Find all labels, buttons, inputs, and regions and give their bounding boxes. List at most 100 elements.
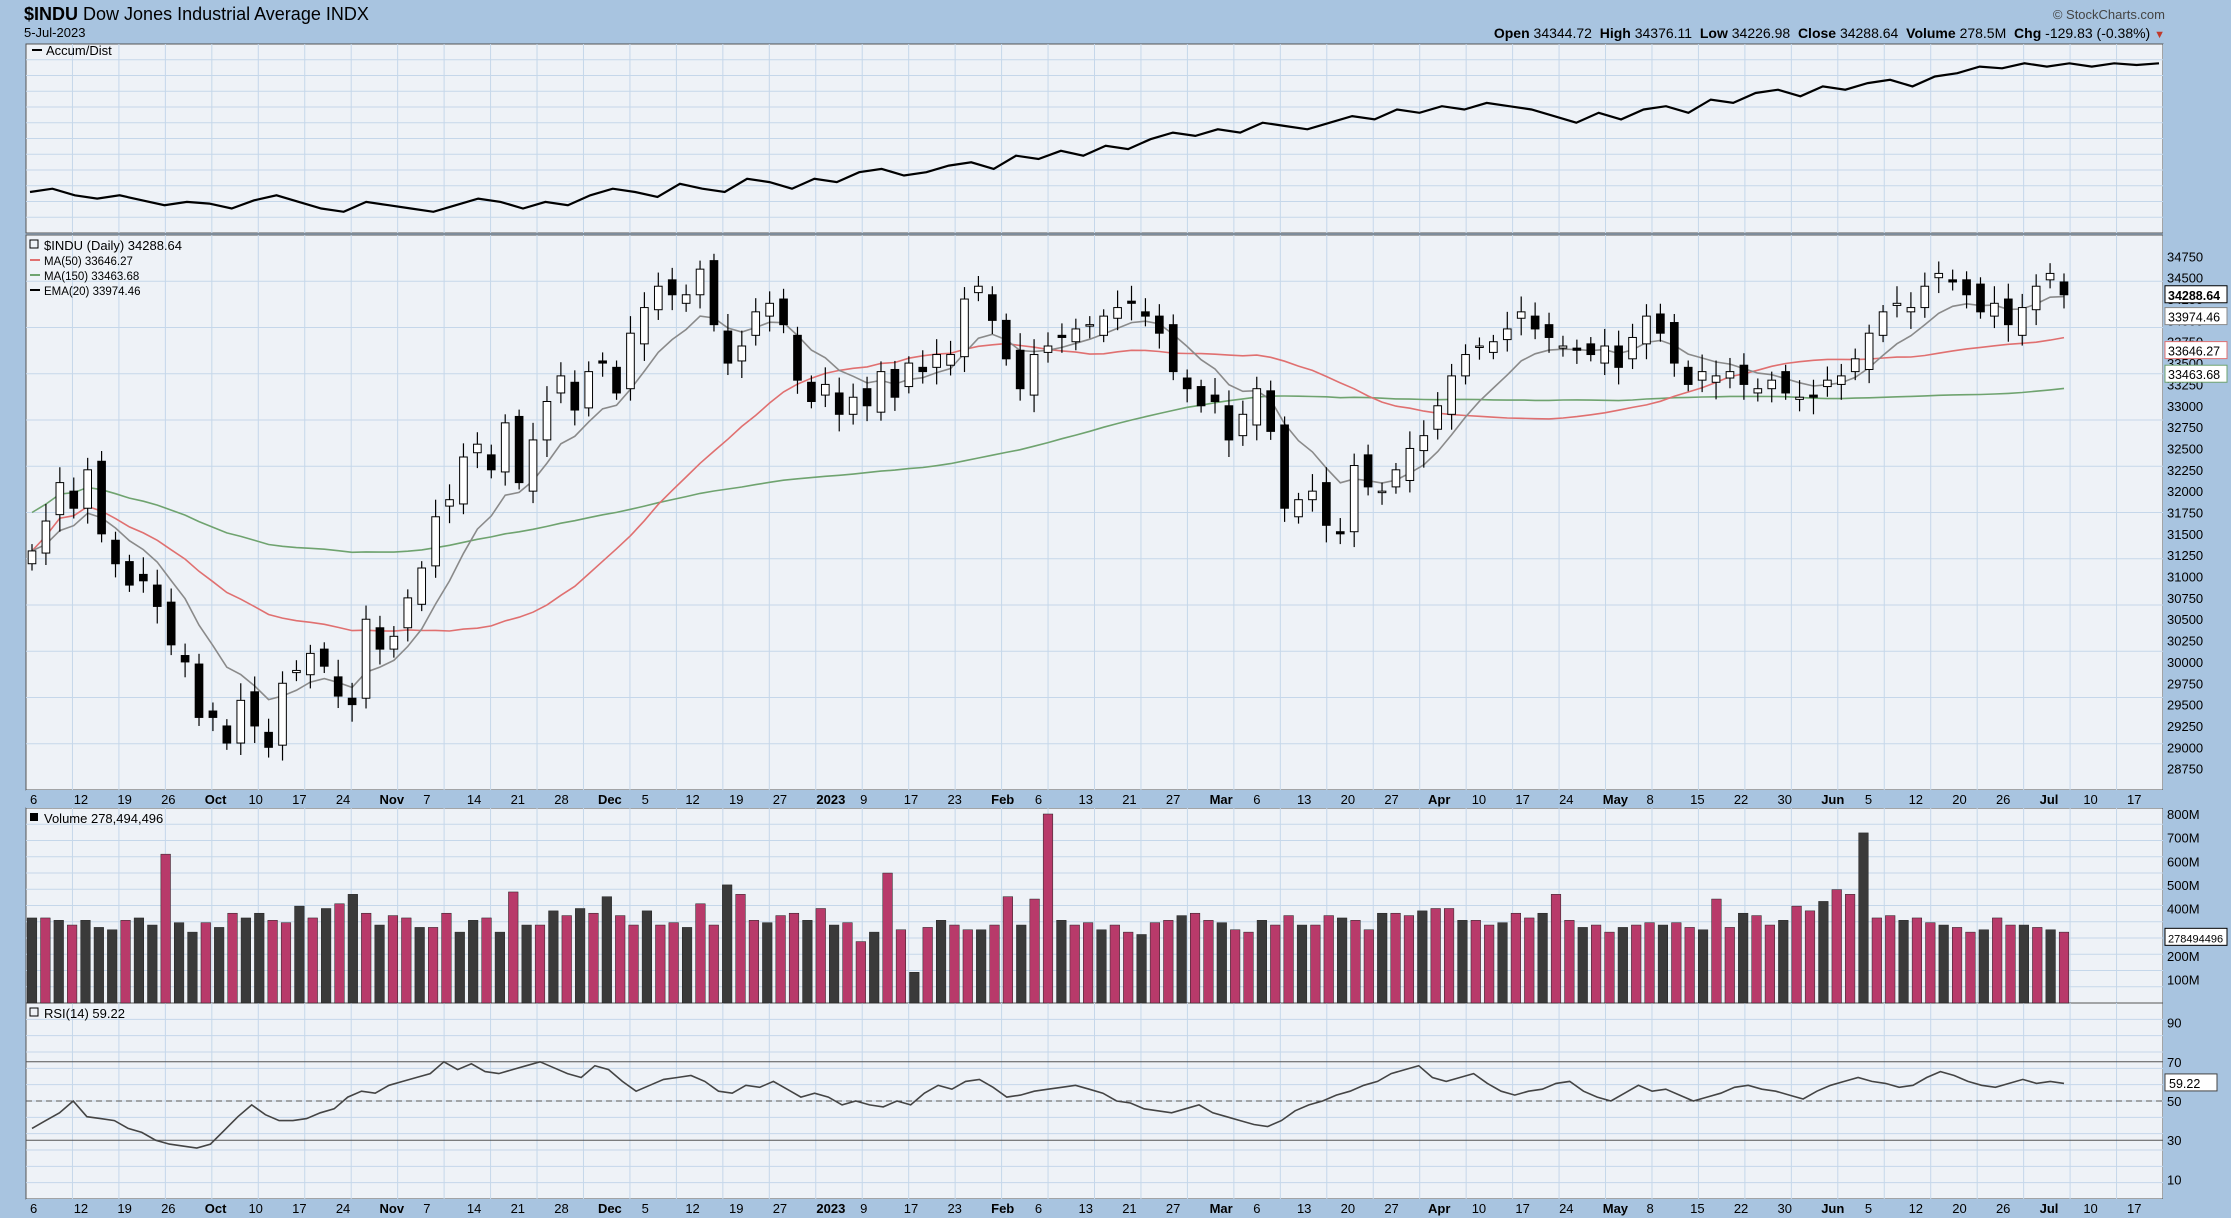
candle-body	[695, 268, 705, 296]
candle-body	[1850, 358, 1860, 373]
volume-last-box	[2164, 927, 2228, 946]
candle-body	[1419, 435, 1429, 452]
volume-value: 278.5M	[1959, 25, 2007, 41]
volume-bar	[120, 920, 131, 1004]
rsi-x-tick: 20	[1341, 1201, 1355, 1216]
rsi-x-tick: 12	[1909, 1201, 1923, 1216]
candle-body	[1335, 531, 1345, 535]
volume-bar	[1537, 912, 1548, 1004]
volume-bar	[1818, 901, 1829, 1004]
volume-bar	[93, 927, 104, 1004]
rsi-x-tick: 27	[1384, 1201, 1398, 1216]
price-x-tick: 20	[1952, 792, 1966, 807]
candle-body	[793, 334, 802, 381]
candle-body	[1210, 394, 1220, 403]
volume-bar	[334, 903, 345, 1004]
price-x-tick: 26	[1996, 792, 2010, 807]
candle-body	[570, 381, 580, 411]
candle-body	[292, 669, 301, 674]
price-x-tick: 6	[30, 792, 37, 807]
volume-bar	[668, 922, 679, 1004]
last-value-box-3	[2164, 364, 2228, 383]
rsi-x-tick: May	[1603, 1201, 1629, 1216]
rsi-x-tick: Dec	[598, 1201, 622, 1216]
rsi-x-tick: 13	[1079, 1201, 1093, 1216]
rsi-y-tick: 50	[2167, 1094, 2181, 1109]
candle-body	[974, 285, 983, 294]
volume-bar	[2005, 924, 2016, 1004]
candle-body	[41, 520, 51, 554]
candle-body	[1363, 454, 1373, 488]
candle-body	[125, 561, 134, 586]
volume-bar	[949, 924, 960, 1004]
rsi-x-axis-strip	[26, 1199, 2163, 1218]
price-x-tick: 20	[1341, 792, 1355, 807]
candle-body	[1349, 465, 1359, 533]
rsi-x-tick: 17	[2127, 1201, 2141, 1216]
price-y-tick: 33000	[2167, 399, 2203, 414]
volume-bar	[962, 929, 973, 1004]
candle-body	[1836, 375, 1846, 385]
rsi-x-tick: Nov	[380, 1201, 405, 1216]
volume-bar	[133, 917, 145, 1004]
candle-body	[1683, 366, 1693, 385]
accum-dist-line	[29, 62, 2160, 213]
volume-bar	[1189, 912, 1201, 1004]
candle-body	[1001, 319, 1011, 360]
candle-body	[1029, 354, 1039, 396]
volume-bar	[1430, 908, 1441, 1004]
volume-last-label: 278494496	[2168, 933, 2223, 945]
candle-body	[445, 499, 454, 507]
price-x-tick: 24	[336, 792, 350, 807]
candle-body	[166, 601, 176, 646]
candle-body	[528, 439, 538, 492]
candle-body	[862, 388, 872, 407]
volume-bar	[1216, 922, 1227, 1004]
volume-bar	[1484, 924, 1495, 1004]
volume-bar	[1951, 927, 1963, 1004]
volume-y-tick: 600M	[2167, 854, 2200, 869]
volume-bar	[2058, 931, 2070, 1004]
candle-body	[208, 710, 218, 718]
candle-body	[598, 360, 607, 364]
candle-body	[1155, 315, 1164, 334]
candle-body	[139, 573, 148, 582]
candle-body	[1544, 324, 1554, 338]
last-value-label-3: 33463.68	[2168, 368, 2220, 382]
right-axis-bg	[2163, 44, 2231, 1204]
candle-body	[1572, 347, 1582, 351]
price-x-tick: 23	[947, 792, 961, 807]
candle-body	[1224, 405, 1234, 441]
price-x-tick: 19	[729, 792, 743, 807]
last-value-label-1: 33974.46	[2168, 311, 2220, 325]
candle-body	[1656, 313, 1665, 334]
candle-body	[1113, 307, 1122, 319]
rsi-label: RSI(14) 59.22	[44, 1006, 125, 1021]
volume-bar	[401, 917, 412, 1004]
candle-body	[1475, 345, 1484, 348]
candle-body	[1739, 364, 1749, 385]
volume-bar	[1671, 922, 1682, 1004]
volume-bar	[681, 927, 693, 1004]
price-x-tick: Oct	[205, 792, 227, 807]
watermark: © StockCharts.com	[2052, 7, 2165, 22]
rsi-x-tick: Jul	[2040, 1201, 2059, 1216]
candle-body	[389, 635, 399, 650]
volume-bar	[842, 922, 853, 1004]
volume-bar	[1323, 915, 1334, 1004]
price-x-tick: 9	[860, 792, 867, 807]
low-value: 34226.98	[1731, 25, 1791, 41]
price-x-tick: Jul	[2040, 792, 2059, 807]
volume-bar	[1804, 910, 1816, 1004]
volume-y-tick: 800M	[2167, 807, 2200, 822]
candle-body	[1238, 413, 1248, 437]
volume-bar	[1871, 917, 1882, 1004]
volume-bar	[387, 915, 399, 1004]
volume-bar	[1764, 924, 1775, 1004]
volume-bar	[1992, 917, 2003, 1004]
volume-bar	[160, 853, 171, 1004]
candle-body	[333, 676, 343, 697]
price-y-tick: 34750	[2167, 249, 2203, 264]
rsi-x-tick: 2023	[816, 1201, 845, 1216]
candle-body	[1085, 324, 1095, 327]
